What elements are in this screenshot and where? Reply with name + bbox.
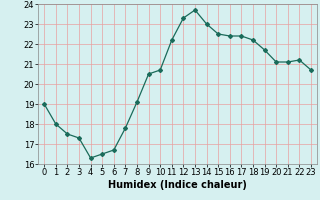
X-axis label: Humidex (Indice chaleur): Humidex (Indice chaleur) [108, 180, 247, 190]
